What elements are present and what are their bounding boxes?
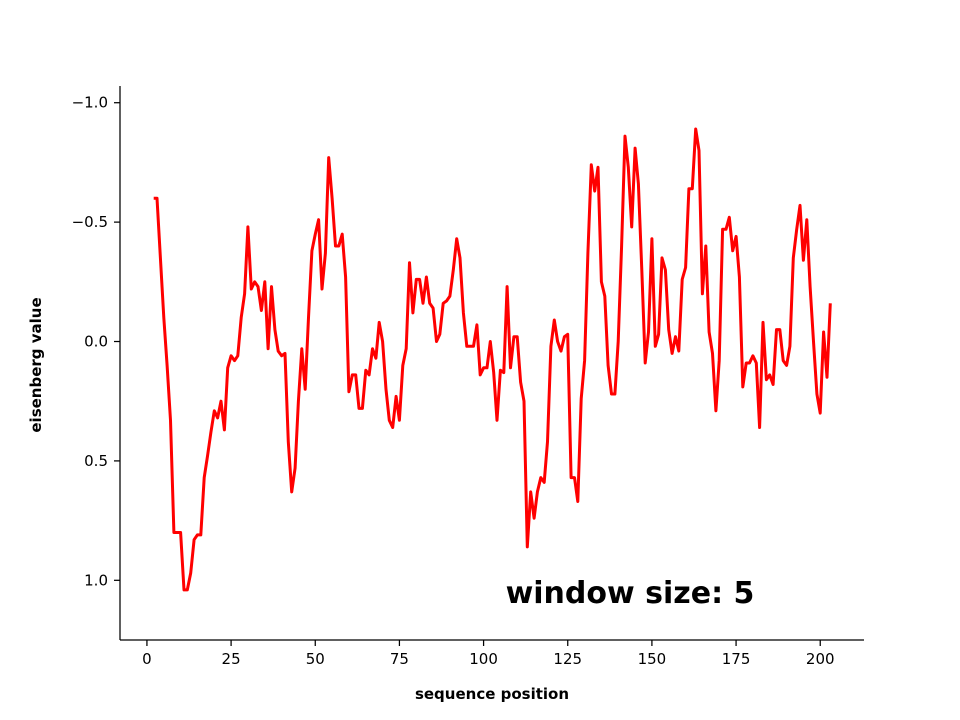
- y-axis-label: eisenberg value: [27, 297, 45, 432]
- x-tick-label: 50: [306, 650, 325, 668]
- y-tick-label: 0.5: [84, 452, 108, 470]
- series-line: [153, 127, 832, 592]
- x-tick-label: 75: [390, 650, 409, 668]
- x-tick-label: 0: [142, 650, 152, 668]
- x-tick-label: 100: [469, 650, 498, 668]
- window-size-annotation: window size: 5: [506, 576, 755, 611]
- x-tick-label: 200: [806, 650, 835, 668]
- y-tick-label: 0.0: [84, 333, 108, 351]
- x-tick-label: 25: [222, 650, 241, 668]
- y-tick-label: −0.5: [72, 213, 108, 231]
- axes-layer: [119, 86, 864, 641]
- y-axis-ticks: −1.0 −0.5 0.0 0.5 1.0: [72, 94, 120, 589]
- x-tick-label: 150: [638, 650, 667, 668]
- y-tick-label: 1.0: [84, 571, 108, 589]
- x-tick-label: 175: [722, 650, 751, 668]
- y-tick-label: −1.0: [72, 94, 108, 112]
- x-axis-label: sequence position: [415, 685, 569, 703]
- x-tick-label: 125: [553, 650, 582, 668]
- x-axis-ticks: 0 25 50 75 100 125 150 175 200: [142, 640, 835, 668]
- series-layer: [153, 127, 832, 592]
